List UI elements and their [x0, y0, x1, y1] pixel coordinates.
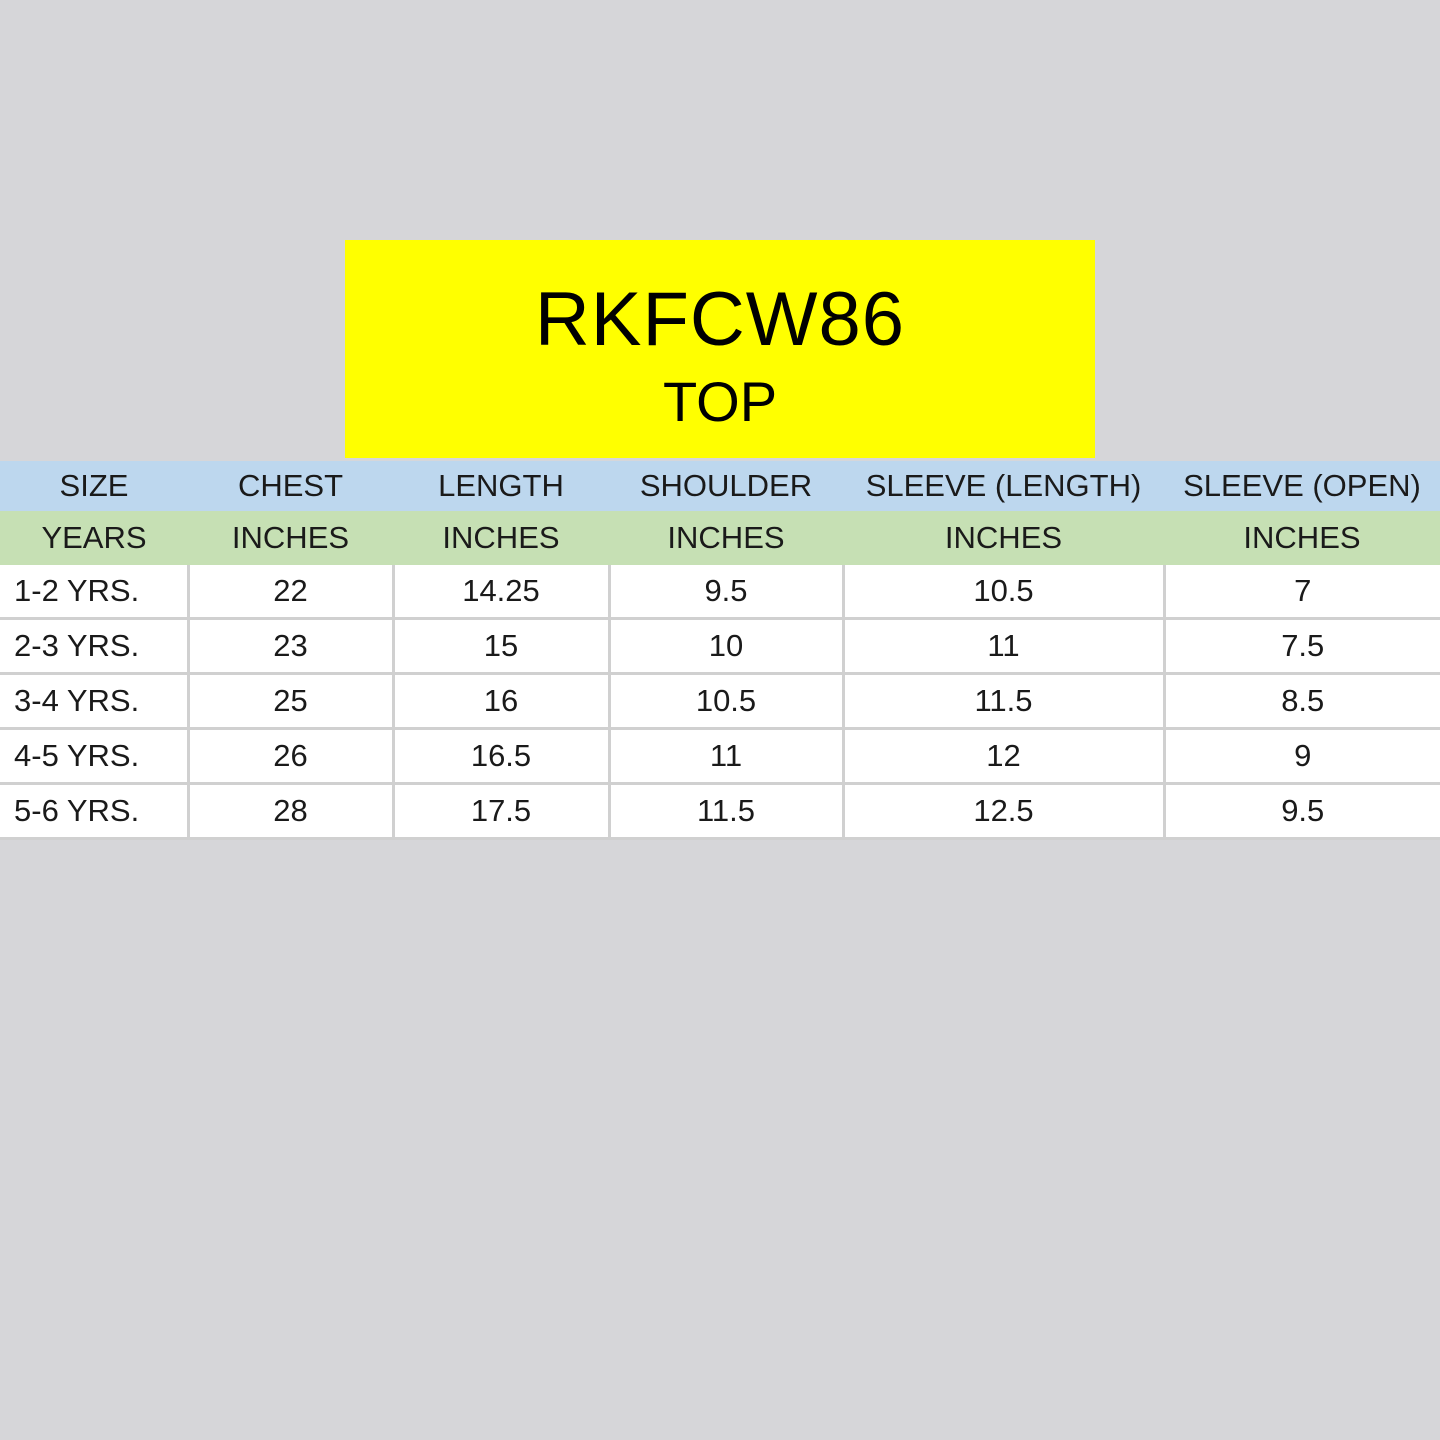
unit-cell: INCHES — [1164, 511, 1440, 565]
unit-row: YEARS INCHES INCHES INCHES INCHES INCHES — [0, 511, 1440, 565]
sleeve-open-cell: 9 — [1162, 728, 1440, 785]
size-cell: 1-2 YRS. — [0, 565, 188, 620]
header-cell-length: LENGTH — [393, 461, 609, 511]
size-cell: 4-5 YRS. — [0, 728, 188, 785]
product-type: TOP — [662, 370, 778, 433]
size-cell: 3-4 YRS. — [0, 673, 188, 730]
header-cell-sleeve-length: SLEEVE (LENGTH) — [843, 461, 1164, 511]
table-row: 5-6 YRS. 28 17.5 11.5 12.5 9.5 — [0, 783, 1440, 840]
table-row: 1-2 YRS. 22 14.25 9.5 10.5 7 — [0, 565, 1440, 620]
size-cell: 2-3 YRS. — [0, 618, 188, 675]
header-cell-sleeve-open: SLEEVE (OPEN) — [1164, 461, 1440, 511]
sleeve-length-cell: 12 — [841, 728, 1164, 785]
table-row: 3-4 YRS. 25 16 10.5 11.5 8.5 — [0, 673, 1440, 730]
unit-cell: INCHES — [393, 511, 609, 565]
unit-cell: YEARS — [0, 511, 188, 565]
shoulder-cell: 11 — [607, 728, 843, 785]
product-code: RKFCW86 — [534, 277, 906, 362]
size-table: SIZE CHEST LENGTH SHOULDER SLEEVE (LENGT… — [0, 461, 1440, 840]
shoulder-cell: 9.5 — [607, 565, 843, 620]
table-row: 2-3 YRS. 23 15 10 11 7.5 — [0, 618, 1440, 675]
header-cell-chest: CHEST — [188, 461, 393, 511]
sleeve-length-cell: 11.5 — [841, 673, 1164, 730]
chest-cell: 26 — [186, 728, 393, 785]
header-cell-shoulder: SHOULDER — [609, 461, 843, 511]
header-cell-size: SIZE — [0, 461, 188, 511]
chest-cell: 25 — [186, 673, 393, 730]
shoulder-cell: 10 — [607, 618, 843, 675]
header-row: SIZE CHEST LENGTH SHOULDER SLEEVE (LENGT… — [0, 461, 1440, 511]
sleeve-open-cell: 7.5 — [1162, 618, 1440, 675]
chest-cell: 23 — [186, 618, 393, 675]
sleeve-open-cell: 8.5 — [1162, 673, 1440, 730]
size-cell: 5-6 YRS. — [0, 783, 188, 840]
unit-cell: INCHES — [609, 511, 843, 565]
length-cell: 15 — [391, 618, 609, 675]
chest-cell: 22 — [186, 565, 393, 620]
sleeve-length-cell: 12.5 — [841, 783, 1164, 840]
unit-cell: INCHES — [843, 511, 1164, 565]
sleeve-open-cell: 9.5 — [1162, 783, 1440, 840]
table-row: 4-5 YRS. 26 16.5 11 12 9 — [0, 728, 1440, 785]
shoulder-cell: 11.5 — [607, 783, 843, 840]
length-cell: 17.5 — [391, 783, 609, 840]
length-cell: 14.25 — [391, 565, 609, 620]
length-cell: 16.5 — [391, 728, 609, 785]
sleeve-length-cell: 11 — [841, 618, 1164, 675]
title-banner: RKFCW86 TOP — [345, 240, 1095, 458]
unit-cell: INCHES — [188, 511, 393, 565]
chest-cell: 28 — [186, 783, 393, 840]
sleeve-open-cell: 7 — [1162, 565, 1440, 620]
sleeve-length-cell: 10.5 — [841, 565, 1164, 620]
shoulder-cell: 10.5 — [607, 673, 843, 730]
length-cell: 16 — [391, 673, 609, 730]
